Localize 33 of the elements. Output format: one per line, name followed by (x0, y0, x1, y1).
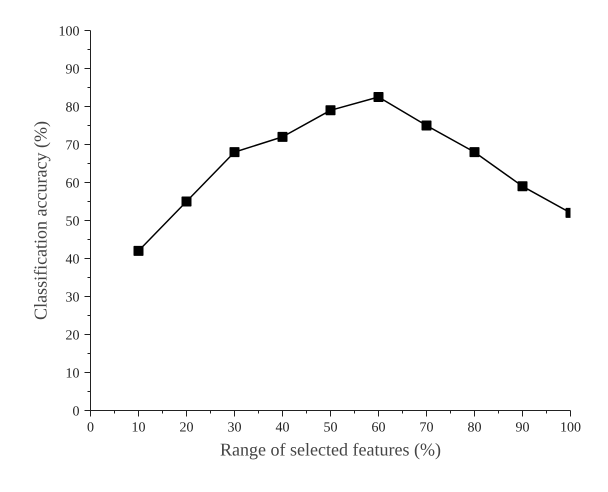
point (470, 147, 480, 158)
point (182, 196, 192, 206)
y-tick-label: 90 (66, 62, 80, 78)
x-axis-title: Range of selected features (%) (220, 440, 441, 460)
x-tick-label: 60 (372, 420, 386, 436)
y-tick-label: 40 (66, 252, 80, 268)
point (278, 132, 288, 142)
y-tick-label: 70 (66, 138, 80, 154)
point (230, 147, 240, 158)
y-tick-label: 80 (66, 100, 80, 116)
x-tick-label: 10 (132, 420, 146, 436)
x-tick-label: 0 (87, 420, 94, 436)
x-tick-label: 80 (468, 420, 482, 436)
x-tick-label: 30 (228, 420, 242, 436)
y-tick-label: 0 (72, 404, 80, 420)
x-tick-label: 100 (560, 420, 581, 436)
y-tick-label: 10 (66, 366, 80, 382)
y-tick-label: 60 (66, 176, 80, 192)
y-tick-label: 30 (66, 290, 80, 306)
x-tick-label: 20 (180, 420, 194, 436)
point (518, 181, 528, 192)
x-tick-label: 40 (276, 420, 290, 436)
point (374, 92, 384, 102)
y-axis-title: Classification accuracy (%) (30, 121, 50, 320)
x-tick-label: 70 (420, 420, 434, 436)
point (422, 120, 432, 130)
y-tick-label: 100 (58, 24, 80, 40)
y-tick-label: 50 (66, 214, 80, 230)
point (134, 246, 144, 256)
point (326, 105, 336, 116)
y-tick-label: 20 (66, 328, 80, 344)
x-tick-label: 90 (516, 420, 530, 436)
x-tick-label: 50 (324, 420, 338, 436)
